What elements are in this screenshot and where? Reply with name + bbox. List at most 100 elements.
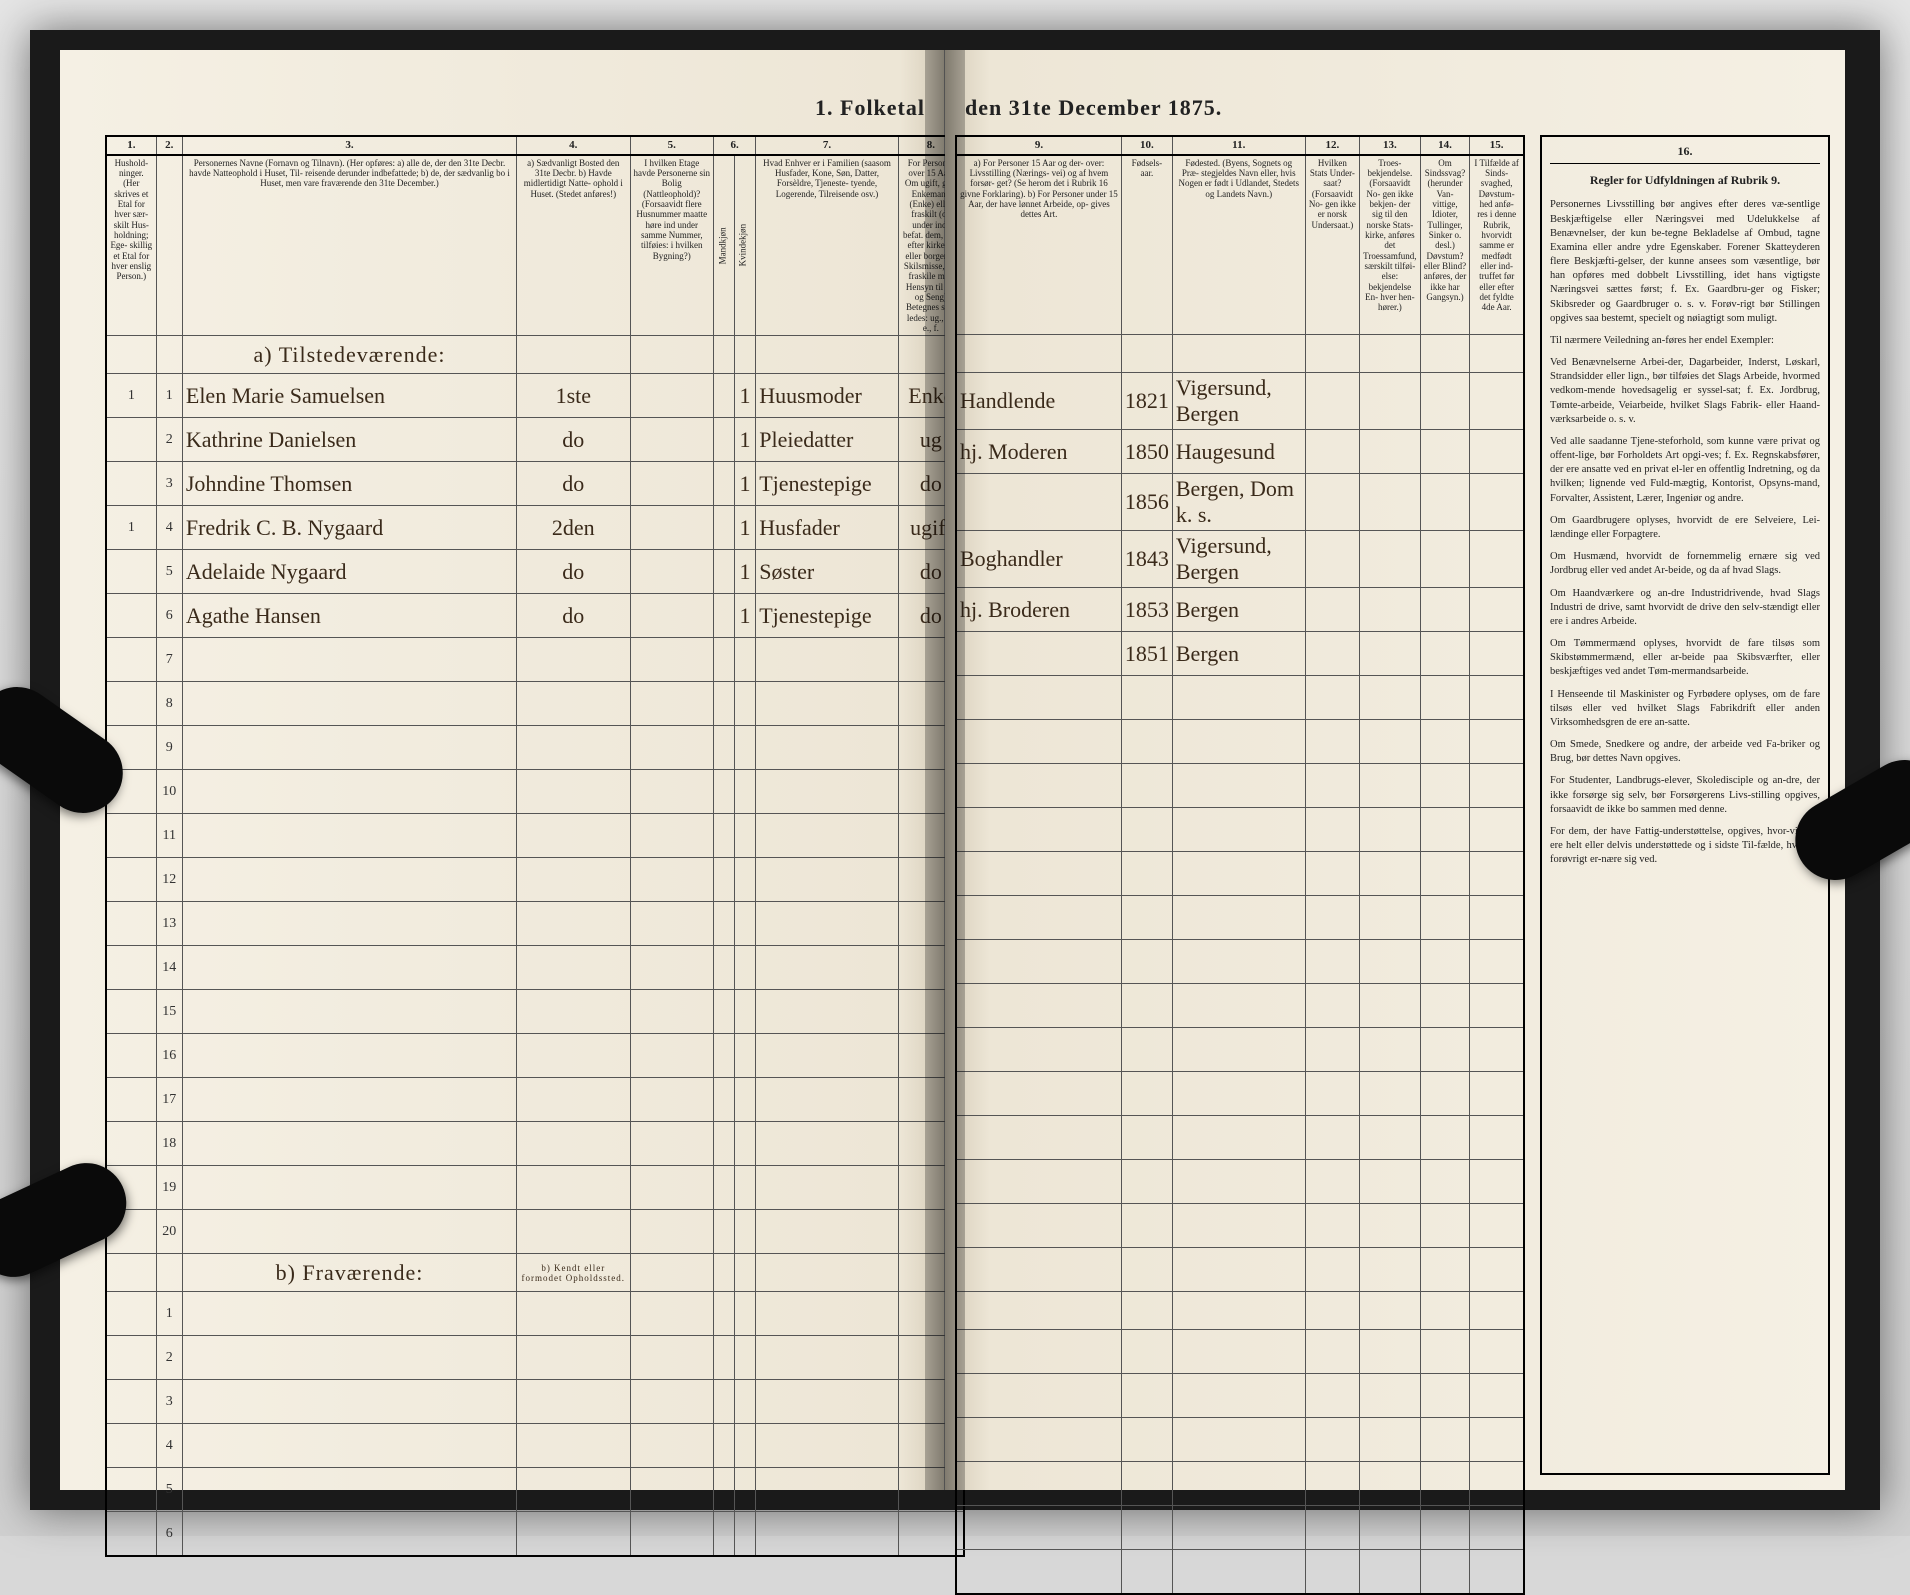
table-row: 1 4 Fredrik C. B. Nygaard 2den 1 Husfade… xyxy=(106,506,964,550)
table-row: 14 xyxy=(106,946,964,990)
table-row xyxy=(956,1462,1524,1506)
table-row: 11 xyxy=(106,814,964,858)
colnum: 3. xyxy=(182,136,516,155)
table-row xyxy=(956,1028,1524,1072)
instructions-paragraph: Om Gaardbrugere oplyses, hvorvidt de ere… xyxy=(1550,514,1820,542)
col-header: I hvilken Etage havde Personerne sin Bol… xyxy=(630,155,714,336)
table-row xyxy=(956,1204,1524,1248)
col-header: Hushold- ninger. (Her skrives et Etal fo… xyxy=(106,155,156,336)
colnum: 12. xyxy=(1305,136,1360,155)
table-row xyxy=(956,852,1524,896)
page-title-left: 1. Folketal xyxy=(60,95,945,121)
colnum: 10. xyxy=(1121,136,1172,155)
col-header: Fødested. (Byens, Sognets og Præ- stegje… xyxy=(1172,155,1305,335)
instructions-paragraph: Om Smede, Snedkere og andre, der arbeide… xyxy=(1550,738,1820,766)
table-row: 6 xyxy=(106,1512,964,1556)
colnum: 2. xyxy=(156,136,182,155)
col-header: a) For Personer 15 Aar og der- over: Liv… xyxy=(956,155,1121,335)
table-row: 9 xyxy=(106,726,964,770)
colnum: 4. xyxy=(517,136,630,155)
col-header: I Tilfælde af Sinds- svaghed, Døvstum- h… xyxy=(1470,155,1524,335)
col-header-male: Mandkjøn xyxy=(714,155,735,336)
table-row xyxy=(956,940,1524,984)
table-row: 7 xyxy=(106,638,964,682)
table-row xyxy=(956,1506,1524,1550)
table-row xyxy=(956,1330,1524,1374)
left-page: 1. Folketal 1. 2. 3. 4. 5. 6. 7. 8. Hush… xyxy=(60,50,945,1490)
col-header: Om Sindssvag? (herunder Van- vittige, Id… xyxy=(1420,155,1470,335)
colnum: 14. xyxy=(1420,136,1470,155)
table-row xyxy=(956,1374,1524,1418)
table-row: 20 xyxy=(106,1210,964,1254)
instructions-paragraph: Ved Benævnelserne Arbei-der, Dagarbeider… xyxy=(1550,356,1820,427)
right-page: den 31te December 1875. 9. 10. 11. 12. 1… xyxy=(945,50,1845,1490)
colnum: 13. xyxy=(1360,136,1420,155)
table-row xyxy=(956,896,1524,940)
instructions-paragraph: Til nærmere Veiledning an-føres her ende… xyxy=(1550,334,1820,348)
table-row: 18 xyxy=(106,1122,964,1166)
table-row xyxy=(956,1418,1524,1462)
instructions-paragraph: Ved alle saadanne Tjene-steforhold, som … xyxy=(1550,435,1820,506)
column-number-row: 1. 2. 3. 4. 5. 6. 7. 8. xyxy=(106,136,964,155)
table-row: 1 1 Elen Marie Samuelsen 1ste 1 Huusmode… xyxy=(106,374,964,418)
col-header: Hvad Enhver er i Familien (saasom Husfad… xyxy=(756,155,899,336)
table-row: 3 xyxy=(106,1380,964,1424)
table-row: 1 xyxy=(106,1292,964,1336)
table-row: 17 xyxy=(106,1078,964,1122)
instructions-paragraph: Om Tømmermænd oplyses, hvorvidt de fare … xyxy=(1550,637,1820,680)
census-table-left: 1. 2. 3. 4. 5. 6. 7. 8. Hushold- ninger.… xyxy=(105,135,965,1557)
col-header: Troes- bekjendelse. (Forsaavidt No- gen … xyxy=(1360,155,1420,335)
table-row xyxy=(956,676,1524,720)
table-row: 13 xyxy=(106,902,964,946)
table-row: Boghandler 1843 Vigersund, Bergen xyxy=(956,531,1524,588)
table-row: 8 xyxy=(106,682,964,726)
table-row: Handlende 1821 Vigersund, Bergen xyxy=(956,373,1524,430)
table-row: 4 xyxy=(106,1424,964,1468)
instructions-header: Regler for Udfyldningen af Rubrik 9. xyxy=(1550,172,1820,188)
instructions-paragraph: Personernes Livsstilling bør angives eft… xyxy=(1550,198,1820,326)
instructions-paragraph: For dem, der have Fattig-understøttelse,… xyxy=(1550,825,1820,868)
table-row xyxy=(956,1160,1524,1204)
instructions-body: Personernes Livsstilling bør angives eft… xyxy=(1550,198,1820,867)
table-row: 5 Adelaide Nygaard do 1 Søster do xyxy=(106,550,964,594)
table-row: 10 xyxy=(106,770,964,814)
instructions-paragraph: For Studenter, Landbrugs-elever, Skoledi… xyxy=(1550,774,1820,817)
table-row: hj. Broderen 1853 Bergen xyxy=(956,588,1524,632)
table-row xyxy=(956,764,1524,808)
colnum: 9. xyxy=(956,136,1121,155)
table-row: 15 xyxy=(106,990,964,1034)
table-body-left: a) Tilstedeværende: 1 1 Elen Marie Samue… xyxy=(106,336,964,1556)
col-header: Hvilken Stats Under- saat? (Forsaavidt N… xyxy=(1305,155,1360,335)
table-row: 19 xyxy=(106,1166,964,1210)
table-row xyxy=(956,1248,1524,1292)
table-row: 6 Agathe Hansen do 1 Tjenestepige do xyxy=(106,594,964,638)
colnum: 7. xyxy=(756,136,899,155)
col-header xyxy=(156,155,182,336)
table-row: 2 Kathrine Danielsen do 1 Pleiedatter ug xyxy=(106,418,964,462)
instructions-paragraph: I Henseende til Maskinister og Fyrbødere… xyxy=(1550,688,1820,731)
instructions-paragraph: Om Husmænd, hvorvidt de fornemmelig ernæ… xyxy=(1550,550,1820,578)
column-header-row: a) For Personer 15 Aar og der- over: Liv… xyxy=(956,155,1524,335)
book-spine xyxy=(925,50,965,1490)
table-row xyxy=(956,984,1524,1028)
colnum: 6. xyxy=(714,136,756,155)
column-number-row: 9. 10. 11. 12. 13. 14. 15. xyxy=(956,136,1524,155)
table-row xyxy=(956,1072,1524,1116)
colnum: 16. xyxy=(1550,143,1820,164)
colnum: 11. xyxy=(1172,136,1305,155)
book-container: 1. Folketal 1. 2. 3. 4. 5. 6. 7. 8. Hush… xyxy=(30,30,1880,1510)
col-header: Fødsels- aar. xyxy=(1121,155,1172,335)
table-row: 1856 Bergen, Dom k. s. xyxy=(956,474,1524,531)
table-row xyxy=(956,808,1524,852)
col-header: Personernes Navne (Fornavn og Tilnavn). … xyxy=(182,155,516,336)
colnum: 1. xyxy=(106,136,156,155)
table-row xyxy=(956,1116,1524,1160)
table-row: hj. Moderen 1850 Haugesund xyxy=(956,430,1524,474)
colnum: 5. xyxy=(630,136,714,155)
table-row xyxy=(956,1550,1524,1594)
table-body-right: Handlende 1821 Vigersund, Bergen hj. Mod… xyxy=(956,335,1524,1594)
instructions-paragraph: Om Haandværkere og an-dre Industridriven… xyxy=(1550,587,1820,630)
table-row xyxy=(956,720,1524,764)
table-row: 5 xyxy=(106,1468,964,1512)
page-title-right: den 31te December 1875. xyxy=(945,95,1845,121)
